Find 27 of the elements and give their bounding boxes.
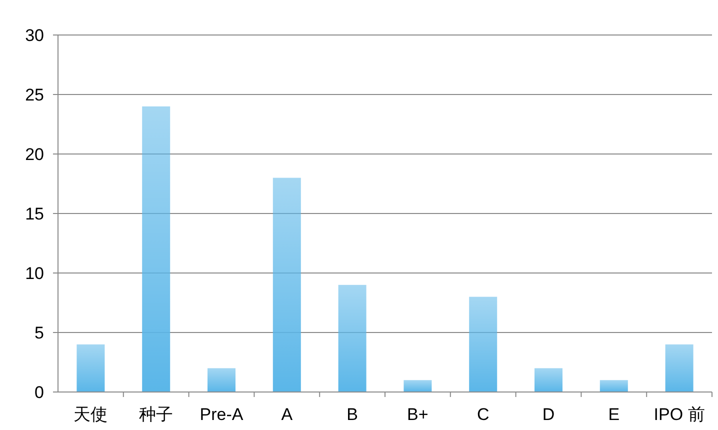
- x-tick-label: A: [281, 405, 294, 424]
- y-tick-label: 10: [25, 264, 44, 283]
- bar: [469, 296, 498, 392]
- y-tick-label: 15: [25, 204, 44, 224]
- bar: [142, 106, 170, 392]
- bar: [600, 380, 628, 392]
- x-tick-label: Pre-A: [200, 405, 244, 424]
- bar: [76, 344, 105, 392]
- x-tick-label: IPO 前: [654, 405, 705, 424]
- x-tick-label: 种子: [139, 405, 174, 424]
- y-tick-label: 20: [25, 145, 44, 164]
- x-tick-label: C: [476, 405, 490, 424]
- x-tick-label: 天使: [74, 405, 108, 424]
- bar: [338, 284, 366, 392]
- y-tick-label: 30: [25, 26, 44, 45]
- bar: [665, 344, 694, 392]
- bar: [272, 178, 301, 392]
- bar: [534, 368, 562, 392]
- x-tick-label: D: [542, 405, 555, 424]
- bar: [208, 368, 236, 392]
- y-tick-label: 0: [34, 383, 44, 402]
- y-tick-label: 5: [34, 324, 44, 342]
- x-tick-label: E: [608, 405, 620, 424]
- x-tick-label: B+: [407, 405, 428, 424]
- y-tick-label: 25: [25, 86, 44, 104]
- bar: [404, 380, 432, 392]
- x-tick-label: B: [346, 405, 358, 424]
